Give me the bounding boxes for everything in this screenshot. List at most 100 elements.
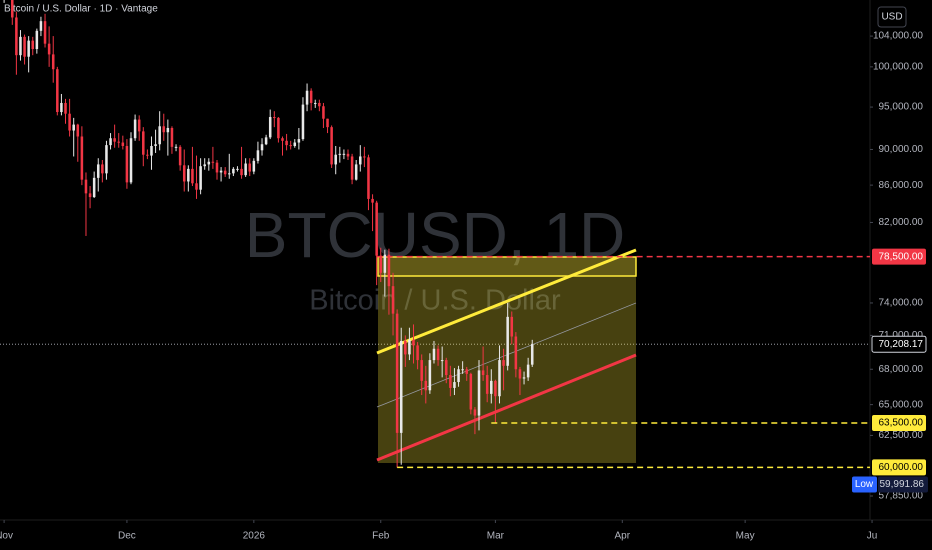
y-tick-label: 71,000.00 [879,330,924,341]
low-name: Low [855,479,874,490]
currency-button[interactable] [877,6,907,28]
candle-body [170,127,174,147]
candle-body [11,0,14,18]
candle-body [158,126,161,145]
candle-body [518,369,522,379]
candle-body [412,339,415,346]
candle-body [240,168,243,176]
watermark-subtitle: Bitcoin / U.S. Dollar [309,285,561,317]
candle-body [43,21,47,44]
candle-body [268,117,272,138]
candle-body [264,137,268,145]
candle-body [375,202,378,256]
candle-body [424,380,428,391]
x-tick-label: 2026 [243,531,266,542]
candle-body [31,40,35,50]
channel-upper [376,248,637,355]
candle-body [19,36,22,56]
candle-body [334,154,337,165]
candle-body [395,313,399,433]
y-tick-label: 65,000.00 [879,399,924,410]
candle-body [76,124,80,137]
candle-body [379,255,383,273]
price-line-label: 60,000.00 [879,462,924,473]
x-tick-label: Apr [615,531,631,542]
candle-body [481,370,485,376]
candle-body [72,124,75,131]
candle-body [92,177,96,198]
candle-body [322,106,325,119]
candle-body [56,69,59,113]
candle-body [469,373,473,410]
candle-body [84,179,88,194]
candle-body [252,160,256,172]
candle-body [346,153,350,157]
candle-body [477,370,481,416]
price-line-tag [872,414,926,431]
candle-body [383,254,387,273]
candle-body [146,154,149,156]
candle-body [203,164,206,167]
last-price-label: 70,208.17 [879,339,924,350]
candle-body [150,145,153,156]
candle-body [342,153,346,155]
candle-body [404,340,407,355]
candle-body [285,140,288,146]
candle-body [166,127,170,133]
candle-body [432,348,436,361]
candle-body [490,380,493,394]
low-value-tag [878,476,928,493]
y-tick-label: 82,000.00 [879,217,924,228]
candle-body [510,316,514,337]
candle-body [416,345,419,361]
candle-body [273,117,276,119]
candle-body [256,150,260,161]
y-tick-label: 74,000.00 [879,298,924,309]
candle-body [101,164,104,174]
candle-body [277,117,280,139]
candles [3,0,534,468]
candle-body [207,161,211,165]
y-tick-label: 86,000.00 [879,180,924,191]
candle-body [449,375,452,388]
candle-body [80,136,84,180]
currency-label[interactable]: USD [881,12,902,23]
candle-body [121,142,125,146]
price-line-tag [872,459,926,476]
candle-body [305,90,309,105]
candle-body [440,360,444,362]
candle-body [236,168,239,170]
low-tag [852,476,877,493]
candle-body [154,144,157,146]
candle-body [444,360,448,376]
candle-body [313,102,317,104]
candle-body [35,30,39,50]
candle-body [367,157,370,199]
candle-body [15,17,18,56]
candle-body [399,340,403,433]
candle-body [354,164,358,180]
candle-body [289,145,292,147]
candle-body [64,102,67,114]
candle-body [47,43,51,55]
candle-body [350,156,354,180]
candle-body [485,375,489,394]
candle-body [133,119,137,139]
candle-body [465,369,468,374]
candle-body [293,142,297,146]
candle-body [301,104,305,140]
candle-body [39,21,43,31]
candle-body [359,156,362,165]
candle-body [219,170,223,173]
candle-body [191,168,194,184]
candle-body [506,316,509,366]
last-price-tag [871,335,927,353]
x-tick-label: Nov [0,531,13,542]
candle-body [297,139,301,143]
chart-title: Bitcoin / U.S. Dollar · 1D · Vantage [4,4,158,15]
candle-body [309,90,313,103]
y-tick-label: 100,000.00 [873,61,923,72]
candle-body [248,163,252,172]
